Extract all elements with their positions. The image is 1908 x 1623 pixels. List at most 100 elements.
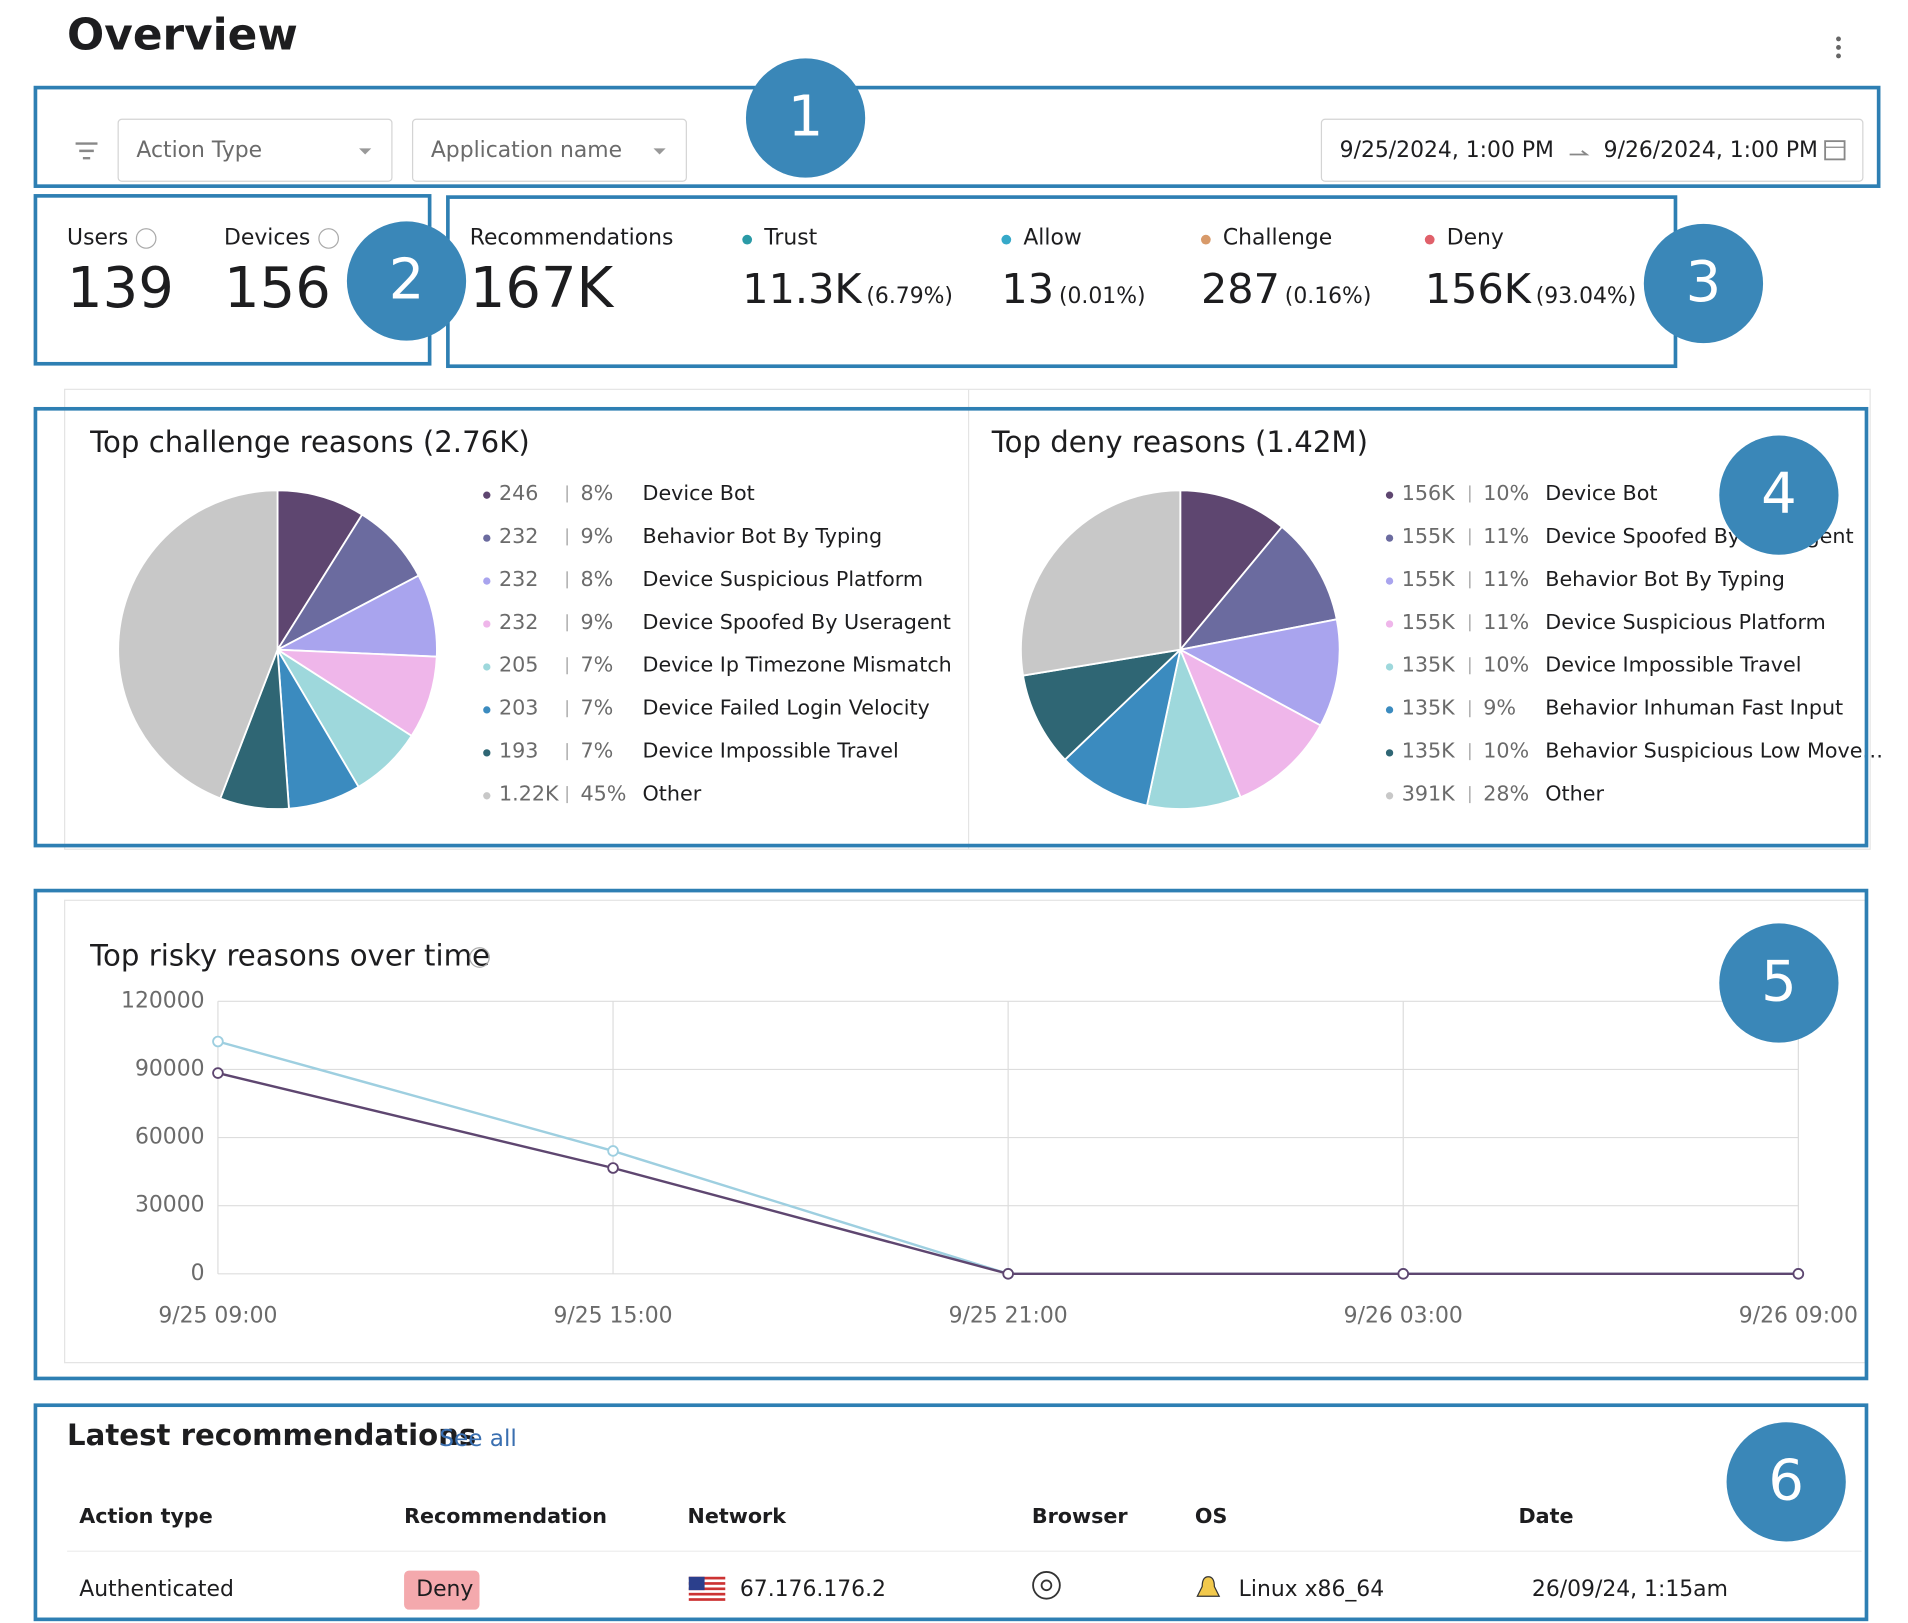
legend-value: 135K bbox=[1402, 653, 1455, 677]
legend-value: 155K bbox=[1402, 524, 1455, 548]
column-header: Action type bbox=[79, 1504, 213, 1528]
stat-value: 156 bbox=[224, 256, 331, 321]
legend-label: Behavior Bot By Typing bbox=[643, 524, 883, 548]
legend-value: 391K bbox=[1402, 782, 1455, 806]
stat-label: Trust bbox=[763, 225, 817, 250]
legend-percent: 7% bbox=[580, 653, 613, 677]
status-dot bbox=[1424, 234, 1435, 245]
legend-value: 135K bbox=[1402, 696, 1455, 720]
legend-value: 232 bbox=[499, 567, 538, 591]
legend-percent: 7% bbox=[580, 696, 613, 720]
date-end: 9/26/2024, 1:00 PM bbox=[1604, 138, 1818, 163]
callout-badge bbox=[1643, 223, 1764, 344]
stat-value: 156K bbox=[1425, 265, 1532, 313]
pie-slice bbox=[1020, 489, 1182, 677]
x-tick-label: 9/25 15:00 bbox=[553, 1303, 672, 1328]
stat-value: 287 bbox=[1201, 265, 1280, 313]
series-point bbox=[1397, 1268, 1410, 1280]
flag-stripe bbox=[688, 1576, 726, 1580]
pie-slice bbox=[1145, 646, 1242, 810]
table-cell: 26/09/24, 1:15am bbox=[1532, 1577, 1728, 1602]
date-start: 9/25/2024, 1:00 PM bbox=[1340, 138, 1554, 163]
column-header: OS bbox=[1195, 1504, 1227, 1528]
stat-label: Challenge bbox=[1223, 225, 1332, 250]
legend-label: Device Impossible Travel bbox=[643, 739, 899, 763]
legend-percent: 10% bbox=[1483, 481, 1529, 505]
legend-dot bbox=[483, 577, 491, 585]
y-tick-label: 30000 bbox=[135, 1193, 205, 1218]
legend-label: Other bbox=[1545, 782, 1604, 806]
stat-label: Users bbox=[67, 225, 128, 250]
callout-number: 6 bbox=[1768, 1448, 1804, 1513]
y-tick-label: 120000 bbox=[121, 988, 205, 1013]
series-point bbox=[212, 1035, 224, 1048]
pie-slice bbox=[1179, 489, 1284, 653]
legend-dot bbox=[1385, 663, 1394, 671]
stat-percent: (0.16%) bbox=[1285, 284, 1372, 309]
y-tick-label: 60000 bbox=[135, 1125, 205, 1150]
legend-dot bbox=[1385, 792, 1394, 800]
callout-number: 1 bbox=[788, 85, 824, 150]
legend-value: 246 bbox=[499, 481, 538, 505]
table-cell: 67.176.176.2 bbox=[740, 1577, 886, 1602]
pie-slice bbox=[1177, 525, 1338, 652]
legend-dot bbox=[1385, 749, 1394, 757]
legend-value: 1.22K bbox=[499, 782, 559, 806]
pie-slice bbox=[117, 489, 279, 800]
stat-percent: (6.79%) bbox=[866, 284, 953, 309]
status-badge bbox=[404, 1570, 480, 1610]
x-tick-label: 9/25 09:00 bbox=[158, 1303, 277, 1328]
flag-stripe bbox=[688, 1587, 726, 1591]
x-tick-label: 9/25 21:00 bbox=[949, 1303, 1068, 1328]
see-all-link[interactable]: See all bbox=[439, 1426, 516, 1452]
legend-percent: 11% bbox=[1483, 567, 1529, 591]
stat-label: Recommendations bbox=[470, 225, 674, 250]
y-tick-label: 90000 bbox=[135, 1056, 205, 1081]
legend-percent: 11% bbox=[1483, 524, 1529, 548]
chart-title: Top deny reasons (1.42M) bbox=[991, 425, 1368, 459]
page-title: Overview bbox=[67, 10, 298, 61]
table-title: Latest recommendations bbox=[67, 1418, 476, 1452]
legend-dot bbox=[483, 534, 491, 542]
pie-slice bbox=[1063, 646, 1182, 807]
legend-label: Behavior Suspicious Low Move… bbox=[1545, 739, 1883, 763]
flag-stripe bbox=[688, 1592, 726, 1596]
legend-label: Device Bot bbox=[643, 481, 755, 505]
stat-value: 11.3K bbox=[742, 265, 862, 313]
callout-badge bbox=[745, 58, 866, 178]
legend-value: 203 bbox=[499, 696, 538, 720]
table-cell: Linux x86_64 bbox=[1239, 1577, 1384, 1602]
legend-percent: 9% bbox=[1483, 696, 1516, 720]
legend-dot bbox=[1385, 577, 1394, 585]
stat-label: Devices bbox=[224, 225, 310, 250]
action-type-select[interactable] bbox=[117, 118, 393, 182]
legend-label: Device Bot bbox=[1545, 481, 1657, 505]
legend-value: 232 bbox=[499, 524, 538, 548]
application-select[interactable] bbox=[411, 118, 687, 182]
legend-percent: 11% bbox=[1483, 610, 1529, 634]
legend-value: 232 bbox=[499, 610, 538, 634]
select-placeholder: Action Type bbox=[136, 138, 262, 163]
filter-bar: Action Type Application name 9/25/2024, … bbox=[75, 118, 1864, 182]
callout-badge bbox=[1726, 1422, 1846, 1542]
legend-dot bbox=[483, 663, 491, 671]
flag-canton bbox=[688, 1576, 705, 1591]
chart-title: Top challenge reasons (2.76K) bbox=[89, 425, 530, 459]
legend-percent: 7% bbox=[580, 739, 613, 763]
legend-value: 155K bbox=[1402, 567, 1455, 591]
pie-slice bbox=[276, 489, 364, 653]
callout-number: 4 bbox=[1761, 462, 1797, 527]
legend-dot bbox=[483, 792, 491, 800]
series-point bbox=[1792, 1268, 1805, 1280]
callout-badge bbox=[346, 221, 467, 341]
date-range[interactable] bbox=[1320, 118, 1864, 182]
legend-dot bbox=[1385, 534, 1394, 542]
browser-icon bbox=[1032, 1570, 1061, 1600]
column-header: Date bbox=[1519, 1504, 1574, 1528]
legend-percent: 9% bbox=[580, 610, 613, 634]
callout-number: 5 bbox=[1761, 950, 1797, 1015]
legend-dot bbox=[483, 620, 491, 628]
callout-number: 3 bbox=[1686, 250, 1722, 315]
os-icon bbox=[1196, 1576, 1221, 1597]
